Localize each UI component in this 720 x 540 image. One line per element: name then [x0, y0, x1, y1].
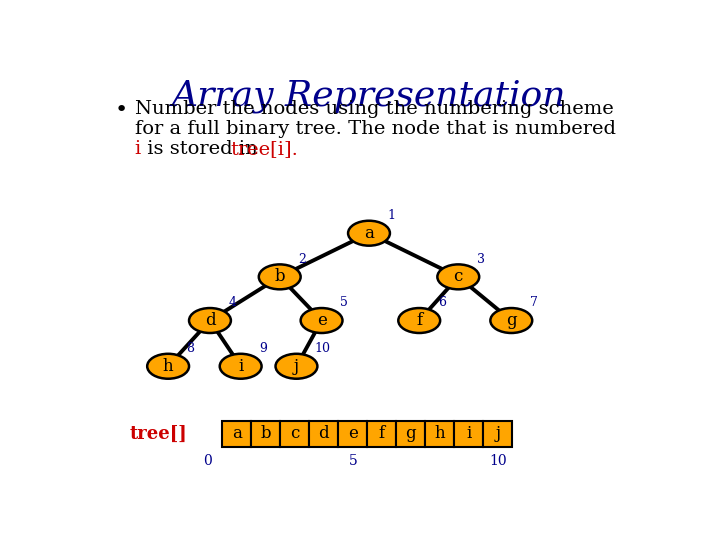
Text: 5: 5 — [340, 296, 348, 309]
Text: a: a — [232, 425, 242, 442]
Text: 4: 4 — [228, 296, 236, 309]
Ellipse shape — [398, 308, 440, 333]
Text: b: b — [261, 425, 271, 442]
FancyBboxPatch shape — [367, 421, 396, 447]
Text: 1: 1 — [387, 209, 395, 222]
Text: 9: 9 — [259, 342, 267, 355]
Text: c: c — [454, 268, 463, 285]
Text: f: f — [416, 312, 423, 329]
Text: Number the nodes using the numbering scheme: Number the nodes using the numbering sch… — [135, 100, 613, 118]
FancyBboxPatch shape — [310, 421, 338, 447]
Ellipse shape — [348, 221, 390, 246]
Text: for a full binary tree. The node that is numbered: for a full binary tree. The node that is… — [135, 120, 616, 138]
Ellipse shape — [220, 354, 261, 379]
Text: •: • — [115, 100, 128, 120]
Ellipse shape — [437, 265, 480, 289]
Ellipse shape — [276, 354, 318, 379]
Text: 6: 6 — [438, 296, 446, 309]
FancyBboxPatch shape — [280, 421, 310, 447]
Ellipse shape — [147, 354, 189, 379]
Text: 10: 10 — [489, 454, 507, 468]
Ellipse shape — [258, 265, 301, 289]
Text: d: d — [204, 312, 215, 329]
Text: a: a — [364, 225, 374, 242]
Ellipse shape — [490, 308, 532, 333]
Text: c: c — [290, 425, 300, 442]
Text: h: h — [435, 425, 445, 442]
Ellipse shape — [189, 308, 231, 333]
Text: is stored in: is stored in — [141, 140, 264, 158]
Text: tree[i].: tree[i]. — [231, 140, 299, 158]
Text: 3: 3 — [477, 253, 485, 266]
Text: j: j — [294, 358, 299, 375]
Text: i: i — [135, 140, 141, 158]
Text: i: i — [238, 358, 243, 375]
Text: b: b — [274, 268, 285, 285]
Text: g: g — [405, 425, 416, 442]
Text: e: e — [317, 312, 326, 329]
Text: 5: 5 — [348, 454, 357, 468]
FancyBboxPatch shape — [483, 421, 513, 447]
Ellipse shape — [301, 308, 343, 333]
Text: 7: 7 — [530, 296, 538, 309]
Text: tree[]: tree[] — [130, 424, 188, 443]
Text: 10: 10 — [315, 342, 331, 355]
Text: i: i — [467, 425, 472, 442]
Text: 0: 0 — [203, 454, 212, 468]
Text: e: e — [348, 425, 358, 442]
FancyBboxPatch shape — [426, 421, 454, 447]
Text: d: d — [318, 425, 329, 442]
Text: 8: 8 — [186, 342, 194, 355]
Text: j: j — [495, 425, 500, 442]
Text: f: f — [379, 425, 385, 442]
FancyBboxPatch shape — [454, 421, 483, 447]
FancyBboxPatch shape — [193, 421, 222, 447]
FancyBboxPatch shape — [396, 421, 426, 447]
FancyBboxPatch shape — [251, 421, 280, 447]
Text: h: h — [163, 358, 174, 375]
Text: Array Representation: Array Representation — [172, 79, 566, 113]
FancyBboxPatch shape — [222, 421, 251, 447]
Text: 2: 2 — [298, 253, 306, 266]
FancyBboxPatch shape — [338, 421, 367, 447]
Text: g: g — [506, 312, 517, 329]
